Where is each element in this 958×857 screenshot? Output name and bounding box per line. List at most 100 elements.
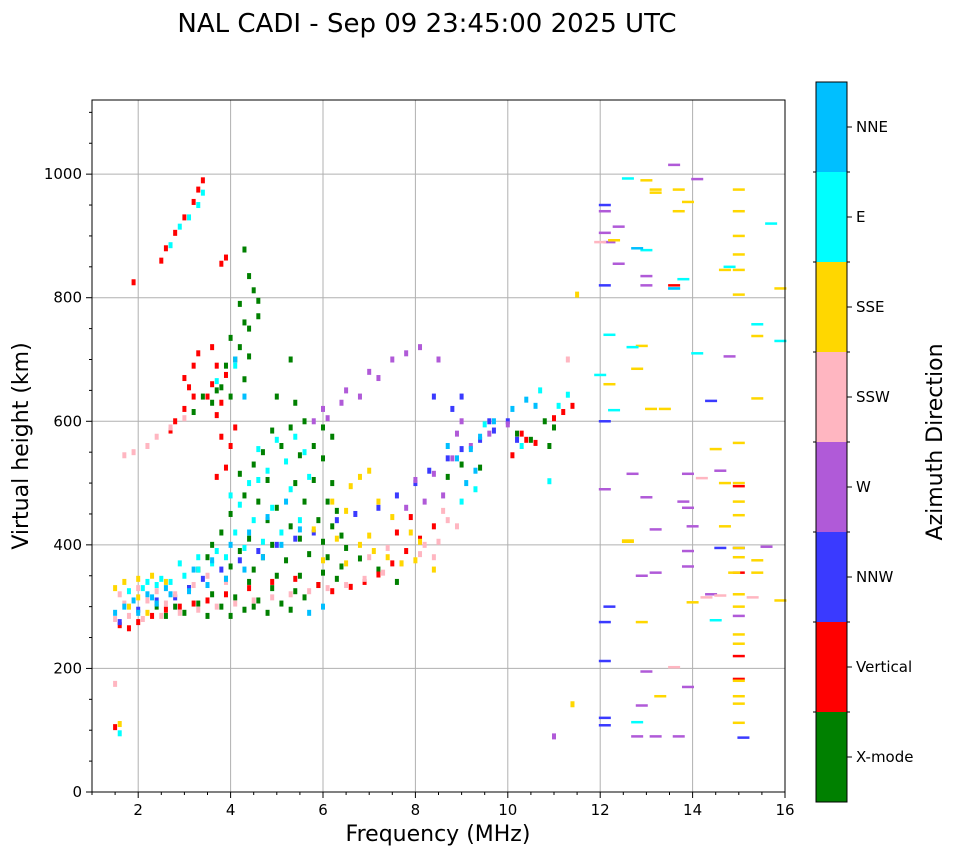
data-point-vertical <box>168 427 173 434</box>
data-point-sse <box>408 529 413 536</box>
data-point-e <box>223 554 228 561</box>
data-point-sse <box>418 538 423 545</box>
data-point-nnw <box>491 427 496 434</box>
data-point-sse <box>631 367 644 371</box>
colorbar-category-label: W <box>856 478 871 496</box>
data-point-x-mode <box>242 606 247 613</box>
data-point-nne <box>464 480 469 487</box>
data-point-vertical <box>136 619 141 626</box>
data-point-nnw <box>598 716 611 720</box>
data-point-sse <box>732 500 745 503</box>
data-point-sse <box>672 188 685 191</box>
data-point-vertical <box>732 677 745 681</box>
data-points <box>113 163 787 740</box>
data-point-ssw <box>251 597 256 604</box>
data-point-vertical <box>187 384 192 391</box>
data-point-vertical <box>270 578 275 585</box>
plot-frame <box>91 99 786 793</box>
data-point-sse <box>431 566 436 573</box>
data-point-e <box>256 476 261 483</box>
data-point-sse <box>344 507 349 514</box>
data-point-w <box>344 387 349 394</box>
colorbar-swatch <box>816 262 847 352</box>
data-point-nnw <box>187 585 192 592</box>
data-point-sse <box>654 694 667 698</box>
data-point-nne <box>113 609 118 616</box>
data-point-e <box>196 202 201 209</box>
data-point-sse <box>113 585 118 592</box>
data-point-vertical <box>191 600 196 607</box>
data-point-sse <box>117 721 122 728</box>
data-point-x-mode <box>251 603 256 610</box>
data-point-nnw <box>256 548 261 555</box>
data-point-vertical <box>196 350 201 357</box>
data-point-vertical <box>182 375 187 382</box>
data-point-vertical <box>131 279 136 286</box>
data-point-sse <box>649 191 662 194</box>
data-point-e <box>556 402 561 409</box>
data-point-x-mode <box>242 492 247 499</box>
data-point-w <box>598 209 611 213</box>
data-point-ssw <box>441 507 446 514</box>
data-point-e <box>302 449 307 456</box>
data-point-vertical <box>404 548 409 555</box>
data-point-nnw <box>274 541 279 548</box>
data-point-x-mode <box>247 578 252 585</box>
data-point-sse <box>645 407 658 411</box>
data-point-x-mode <box>330 480 335 487</box>
data-point-x-mode <box>233 594 238 601</box>
data-point-sse <box>732 546 745 550</box>
data-point-e <box>307 473 312 480</box>
data-point-vertical <box>205 393 210 400</box>
data-point-x-mode <box>288 523 293 530</box>
data-point-vertical <box>210 381 215 388</box>
grid-lines <box>92 100 786 793</box>
data-point-w <box>723 355 736 358</box>
data-point-e <box>196 554 201 561</box>
data-point-x-mode <box>237 344 242 351</box>
data-point-x-mode <box>265 476 270 483</box>
data-point-sse <box>686 601 699 604</box>
data-point-x-mode <box>284 557 289 564</box>
data-point-vertical <box>668 284 681 287</box>
data-point-x-mode <box>247 273 252 280</box>
colorbar-swatch <box>816 442 847 532</box>
data-point-vertical <box>223 464 228 471</box>
data-point-x-mode <box>260 449 265 456</box>
data-point-sse <box>751 571 764 574</box>
data-point-sse <box>774 287 787 290</box>
data-point-w <box>436 356 441 363</box>
data-point-sse <box>136 575 141 582</box>
data-point-vertical <box>316 582 321 589</box>
data-point-vertical <box>173 229 178 236</box>
data-point-sse <box>732 702 745 705</box>
data-point-ssw <box>307 588 312 595</box>
data-point-vertical <box>182 405 187 412</box>
data-point-vertical <box>519 430 524 437</box>
data-point-vertical <box>732 484 745 488</box>
data-point-ssw <box>385 544 390 551</box>
data-point-e <box>140 585 145 592</box>
data-point-nne <box>510 405 515 412</box>
data-point-x-mode <box>173 603 178 610</box>
colorbar-category-label: X-mode <box>856 748 913 766</box>
data-point-nnw <box>394 492 399 499</box>
data-point-x-mode <box>330 523 335 530</box>
data-point-nne <box>168 591 173 598</box>
data-point-e <box>200 189 205 196</box>
data-point-nnw <box>737 736 750 739</box>
data-point-sse <box>732 642 745 645</box>
x-axis-ticks: 2 4 6 8 10 12 14 16 <box>91 792 795 819</box>
data-point-sse <box>344 560 349 567</box>
data-point-vertical <box>408 514 413 521</box>
data-point-nnw <box>334 517 339 524</box>
data-point-w <box>760 545 773 548</box>
data-point-x-mode <box>311 443 316 449</box>
data-point-x-mode <box>321 424 325 431</box>
data-point-e <box>154 582 159 589</box>
data-point-vertical <box>418 535 423 542</box>
data-point-vertical <box>163 245 168 252</box>
data-point-e <box>168 578 173 585</box>
data-point-vertical <box>191 393 196 400</box>
data-point-x-mode <box>251 566 256 573</box>
